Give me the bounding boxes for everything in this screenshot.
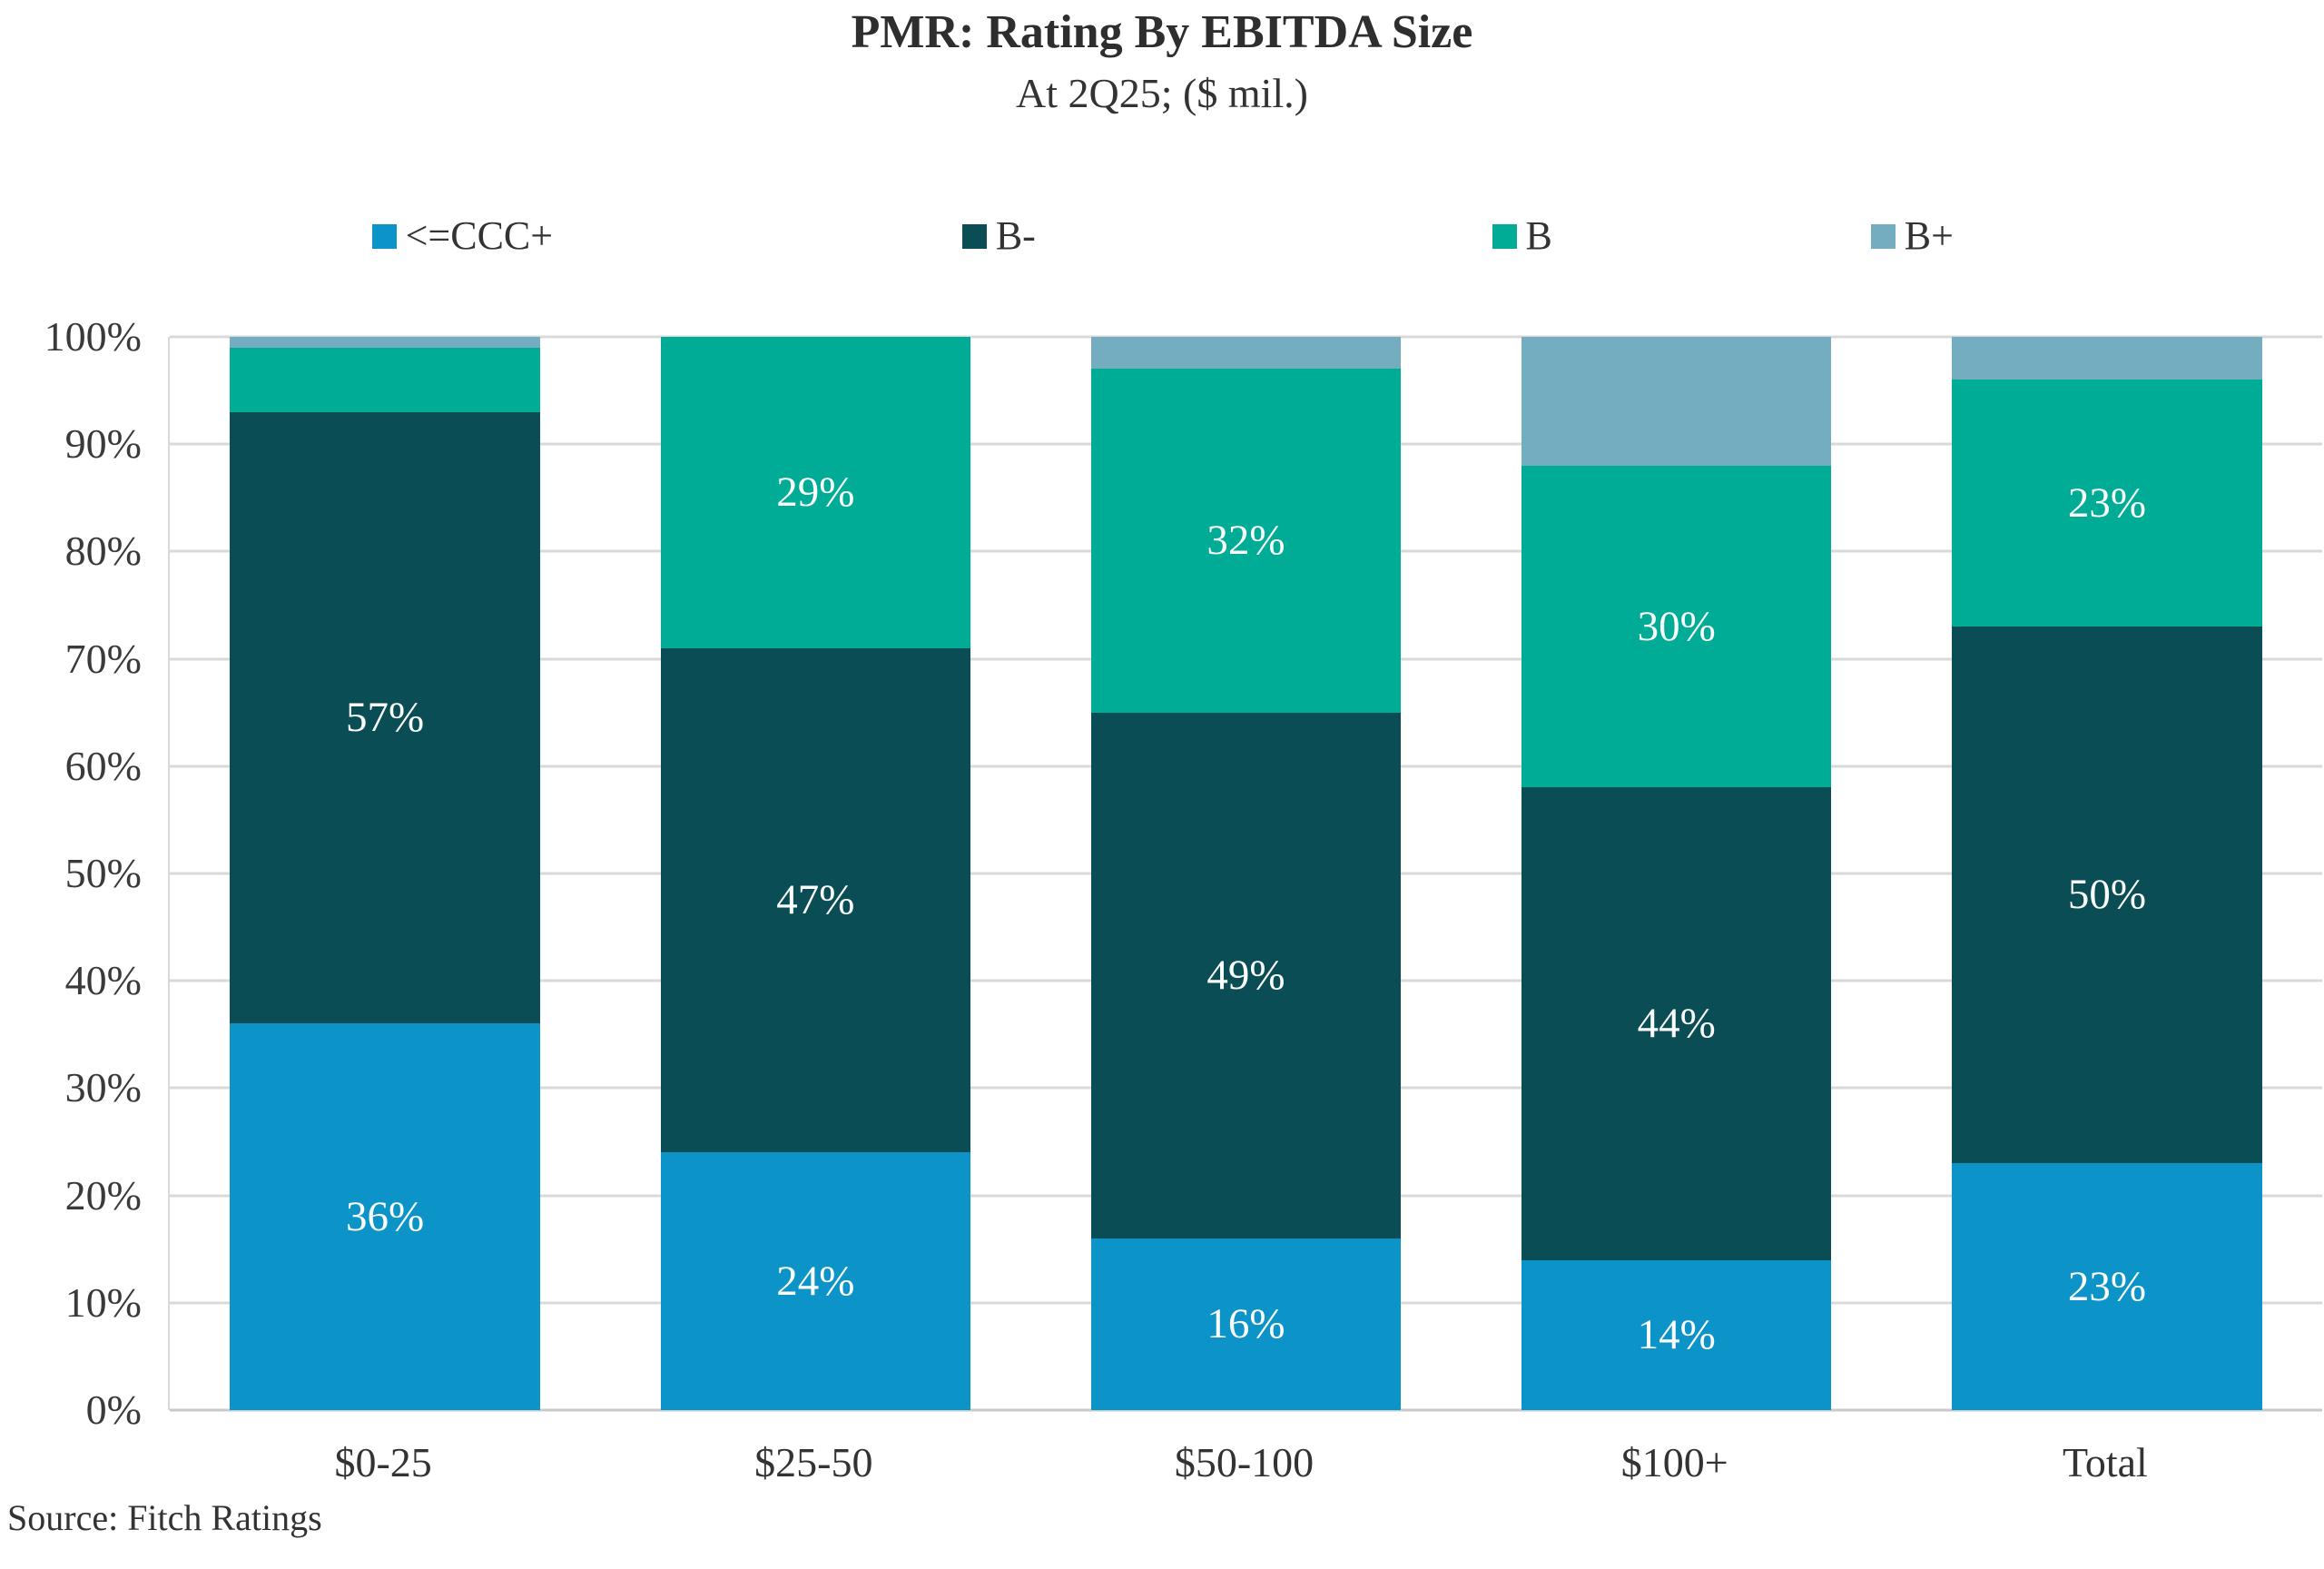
segment-value-label: 44% xyxy=(1637,999,1716,1047)
bar-segment xyxy=(230,347,540,412)
bar-segment: 14% xyxy=(1521,1259,1832,1410)
segment-value-label: 16% xyxy=(1206,1299,1285,1347)
y-axis-tick: 50% xyxy=(64,850,142,896)
bar-segment xyxy=(230,337,540,348)
stacked-bar: 14% 44% 30% xyxy=(1521,337,1832,1410)
x-axis-line xyxy=(170,1408,2322,1412)
x-axis-label: $100+ xyxy=(1620,1439,1728,1485)
bar-band: 16% 49% 32% xyxy=(1030,337,1461,1410)
y-axis-tick: 40% xyxy=(64,957,142,1004)
x-axis-label: $25-50 xyxy=(754,1439,873,1485)
bar-segment: 32% xyxy=(1090,369,1402,713)
stacked-bar: 23% 50% 23% xyxy=(1952,337,2262,1410)
legend-label: B+ xyxy=(1904,213,1954,258)
segment-value-label: 29% xyxy=(776,468,855,516)
bar-segment: 57% xyxy=(230,411,540,1024)
y-axis-tick: 0% xyxy=(85,1386,142,1433)
segment-value-label: 47% xyxy=(776,876,855,924)
legend-swatch-icon xyxy=(371,223,397,249)
segment-value-label: 49% xyxy=(1206,951,1285,999)
bar-band: 36% 57% xyxy=(170,337,600,1410)
bar-segment: 29% xyxy=(660,337,971,648)
bar-segment xyxy=(1090,337,1402,370)
y-axis-tick: 60% xyxy=(64,742,142,789)
chart-subtitle: At 2Q25; ($ mil.) xyxy=(1016,70,1308,116)
segment-value-label: 23% xyxy=(2067,1262,2146,1310)
bar-segment: 44% xyxy=(1521,787,1832,1260)
legend-label: B- xyxy=(995,213,1036,258)
chart-title: PMR: Rating By EBITDA Size xyxy=(851,6,1473,58)
y-axis-tick: 30% xyxy=(64,1064,142,1111)
legend-swatch-icon xyxy=(961,223,987,249)
bar-segment: 47% xyxy=(660,647,971,1153)
plot-bands: 36% 57% 24% 47% 29% 16% 49% 32% 14% 44% 30% 23% 50% 2… xyxy=(170,337,2322,1410)
bar-segment: 23% xyxy=(1952,380,2262,627)
bar-band: 24% 47% 29% xyxy=(600,337,1030,1410)
legend-label: <=CCC+ xyxy=(405,213,554,258)
segment-value-label: 36% xyxy=(346,1192,425,1240)
segment-value-label: 14% xyxy=(1637,1310,1716,1358)
bar-segment: 49% xyxy=(1090,712,1402,1238)
gridline xyxy=(170,335,2322,339)
bar-segment: 50% xyxy=(1952,627,2262,1164)
legend-item: <=CCC+ xyxy=(371,213,554,258)
y-axis-tick: 10% xyxy=(64,1278,142,1326)
stacked-bar: 24% 47% 29% xyxy=(660,337,971,1410)
legend-swatch-icon xyxy=(1870,223,1896,249)
legend-swatch-icon xyxy=(1492,223,1517,249)
legend: <=CCC+ B- B B+ xyxy=(0,216,2324,267)
y-axis: 0% 10% 20% 30% 40% 50% 60% 70% 80% 90% 100% xyxy=(0,316,154,1431)
bar-band: 23% 50% 23% xyxy=(1892,337,2322,1410)
bar-segment: 16% xyxy=(1090,1238,1402,1410)
y-axis-tick: 100% xyxy=(44,313,142,360)
stacked-bar: 16% 49% 32% xyxy=(1090,337,1402,1410)
stacked-bar: 36% 57% xyxy=(230,337,540,1410)
bar-segment: 23% xyxy=(1952,1163,2262,1410)
y-axis-tick: 80% xyxy=(64,528,142,575)
legend-item: B- xyxy=(961,213,1036,258)
y-axis-tick: 20% xyxy=(64,1171,142,1219)
legend-item: B+ xyxy=(1870,213,1954,258)
segment-value-label: 24% xyxy=(776,1257,855,1305)
y-axis-tick: 70% xyxy=(64,635,142,682)
y-axis-tick: 90% xyxy=(64,420,142,468)
legend-item: B xyxy=(1492,216,1552,256)
segment-value-label: 32% xyxy=(1206,517,1285,565)
segment-value-label: 23% xyxy=(2067,479,2146,527)
bar-segment xyxy=(1952,337,2262,380)
bar-segment: 36% xyxy=(230,1023,540,1410)
x-axis-label: $50-100 xyxy=(1174,1439,1315,1485)
bar-segment xyxy=(1521,337,1832,466)
plot-area: 36% 57% 24% 47% 29% 16% 49% 32% 14% 44% 30% 23% 50% 2… xyxy=(168,335,2322,1412)
segment-value-label: 50% xyxy=(2067,871,2146,919)
segment-value-label: 30% xyxy=(1637,602,1716,650)
x-axis-label: $0-25 xyxy=(334,1439,432,1485)
legend-label: B xyxy=(1525,213,1552,258)
bar-segment: 24% xyxy=(660,1152,971,1410)
source-note: Source: Fitch Ratings xyxy=(7,1497,322,1538)
x-axis: $0-25 $25-50 $50-100 $100+ Total xyxy=(168,1438,2320,1486)
x-axis-label: Total xyxy=(2062,1439,2148,1485)
bar-band: 14% 44% 30% xyxy=(1462,337,1892,1410)
bar-segment: 30% xyxy=(1521,465,1832,788)
segment-value-label: 57% xyxy=(346,694,425,742)
